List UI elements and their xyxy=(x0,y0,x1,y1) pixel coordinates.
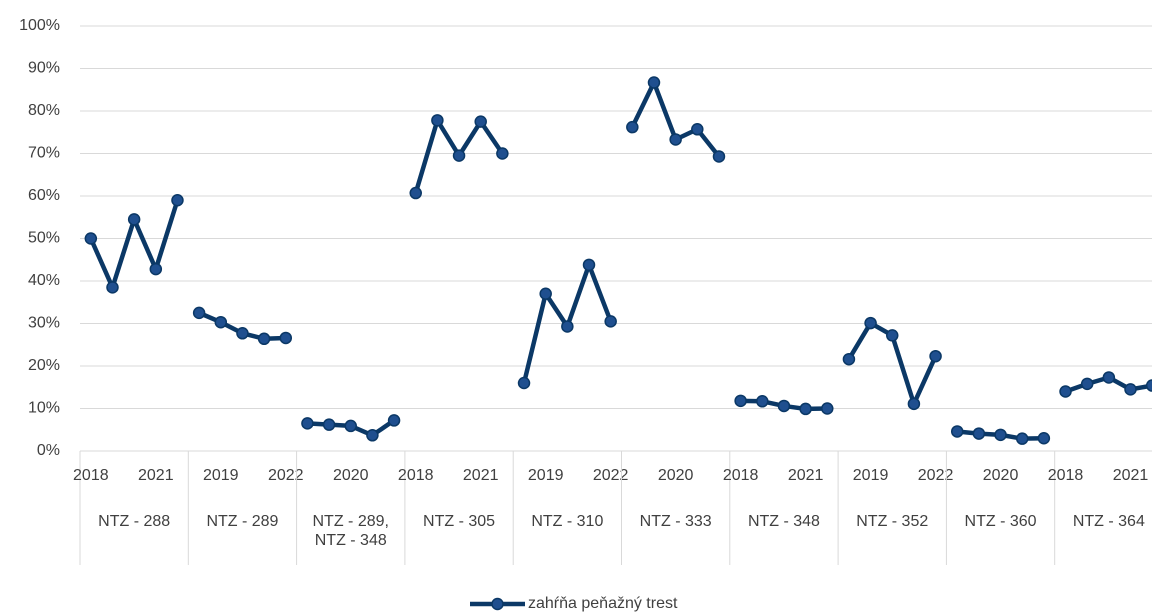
data-point xyxy=(1059,385,1072,398)
data-point xyxy=(799,402,812,416)
x-tick-label: 2018 xyxy=(1048,467,1084,484)
data-point xyxy=(1102,371,1116,384)
data-point xyxy=(301,417,314,430)
data-point xyxy=(366,429,379,442)
x-tick-label: 2020 xyxy=(658,467,694,484)
data-point xyxy=(149,262,163,276)
data-point xyxy=(756,395,769,408)
data-point xyxy=(1145,379,1152,392)
data-point xyxy=(777,399,791,413)
data-point xyxy=(669,133,682,146)
data-point xyxy=(344,419,357,433)
group-label: NTZ - 364 xyxy=(1072,513,1145,530)
data-point xyxy=(842,352,856,366)
data-point xyxy=(452,149,466,162)
x-tick-label: 2018 xyxy=(723,467,759,484)
data-point xyxy=(734,394,747,408)
data-point xyxy=(84,232,98,245)
group-label: NTZ - 360 xyxy=(964,513,1037,530)
data-point xyxy=(127,213,141,226)
y-tick-label: 80% xyxy=(28,102,60,119)
data-point xyxy=(886,329,899,342)
y-tick-label: 10% xyxy=(28,400,60,417)
y-tick-label: 40% xyxy=(28,272,60,289)
group-label: NTZ - 305 xyxy=(423,513,496,530)
legend-label: zahŕňa peňažný trest xyxy=(528,595,678,612)
y-tick-label: 70% xyxy=(28,145,60,162)
data-point xyxy=(387,414,401,427)
data-point xyxy=(474,115,487,128)
x-tick-label: 2022 xyxy=(593,467,629,484)
group-label: NTZ - 333 xyxy=(639,513,712,530)
group-label: NTZ - 352 xyxy=(856,513,929,530)
data-point xyxy=(691,123,704,136)
data-point xyxy=(561,320,574,333)
data-point xyxy=(907,397,921,411)
data-point xyxy=(192,306,206,320)
group-label: NTZ - 288 xyxy=(98,513,171,530)
x-tick-label: 2019 xyxy=(203,467,239,484)
y-tick-label: 30% xyxy=(28,315,60,332)
group-label: NTZ - 289 xyxy=(206,513,279,530)
data-point xyxy=(106,281,119,294)
data-point xyxy=(864,316,877,330)
data-point xyxy=(929,349,942,363)
x-tick-label: 2022 xyxy=(918,467,954,484)
y-tick-label: 50% xyxy=(28,230,60,247)
x-tick-label: 2020 xyxy=(983,467,1019,484)
y-tick-label: 90% xyxy=(28,60,60,77)
y-tick-label: 60% xyxy=(28,187,60,204)
data-point xyxy=(409,186,422,200)
data-point xyxy=(322,418,336,431)
data-point xyxy=(171,194,184,207)
data-point xyxy=(1015,432,1029,445)
data-point xyxy=(821,402,834,415)
data-point xyxy=(279,331,293,345)
data-point xyxy=(626,120,639,134)
data-point xyxy=(214,315,228,329)
x-tick-label: 2018 xyxy=(398,467,434,484)
x-tick-label: 2019 xyxy=(853,467,889,484)
data-point xyxy=(1037,432,1051,445)
data-point xyxy=(496,147,509,160)
data-point xyxy=(1080,377,1094,391)
x-tick-label: 2021 xyxy=(463,467,499,484)
x-tick-label: 2019 xyxy=(528,467,564,484)
x-tick-label: 2022 xyxy=(268,467,304,484)
group-label: NTZ - 289, NTZ - 348 xyxy=(312,513,389,549)
data-point xyxy=(431,114,444,127)
data-point xyxy=(257,332,271,346)
data-point xyxy=(236,327,249,340)
legend-marker xyxy=(491,597,504,611)
x-tick-label: 2018 xyxy=(73,467,109,484)
data-point xyxy=(1124,383,1137,396)
group-label: NTZ - 348 xyxy=(747,513,820,530)
y-tick-label: 0% xyxy=(37,442,60,459)
x-tick-label: 2021 xyxy=(1113,467,1149,484)
data-point xyxy=(517,376,531,390)
data-point xyxy=(972,427,986,440)
y-tick-label: 100% xyxy=(19,17,60,34)
data-point xyxy=(582,258,596,272)
y-tick-label: 20% xyxy=(28,357,60,374)
x-tick-label: 2020 xyxy=(333,467,369,484)
data-point xyxy=(994,428,1007,442)
x-tick-label: 2021 xyxy=(788,467,824,484)
data-point xyxy=(712,150,726,163)
data-point xyxy=(950,425,964,438)
group-label: NTZ - 310 xyxy=(531,513,604,530)
data-point xyxy=(539,287,552,300)
data-point xyxy=(647,76,661,89)
x-tick-label: 2021 xyxy=(138,467,174,484)
data-point xyxy=(604,315,617,328)
